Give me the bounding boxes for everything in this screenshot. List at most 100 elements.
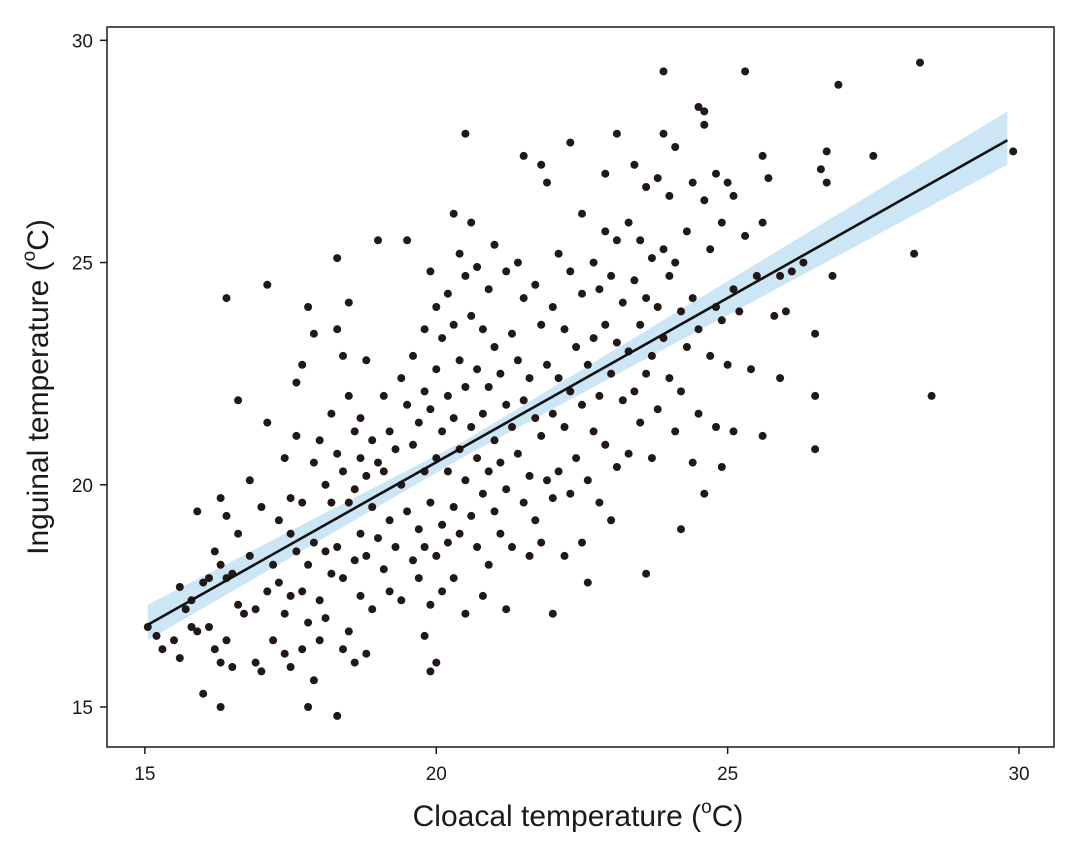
data-point: [758, 218, 767, 227]
data-point: [834, 80, 843, 89]
data-point: [455, 356, 464, 365]
data-point: [478, 409, 487, 418]
data-point: [473, 454, 482, 463]
data-point: [607, 516, 616, 525]
data-point: [362, 551, 371, 560]
data-point: [339, 574, 347, 583]
data-point: [525, 471, 534, 480]
data-point: [537, 320, 546, 329]
data-point: [513, 258, 522, 267]
data-point: [298, 587, 307, 596]
data-point: [671, 258, 680, 267]
data-point: [484, 467, 493, 476]
data-point: [671, 143, 680, 151]
x-tick-label: 25: [717, 764, 738, 785]
data-point: [362, 471, 371, 480]
data-point: [304, 618, 313, 627]
data-point: [257, 503, 266, 511]
data-point: [653, 174, 662, 183]
data-point: [344, 627, 353, 636]
data-point: [403, 507, 412, 516]
data-point: [910, 249, 919, 258]
data-point: [391, 543, 400, 551]
data-point: [205, 574, 213, 583]
data-point: [199, 689, 208, 698]
data-point: [222, 636, 231, 645]
data-point: [327, 569, 336, 578]
data-point: [578, 289, 586, 298]
data-point: [525, 551, 534, 560]
data-point: [327, 498, 336, 507]
data-point: [752, 271, 761, 280]
data-point: [496, 529, 505, 538]
data-points: [143, 58, 1018, 720]
data-point: [467, 218, 476, 227]
data-point: [729, 285, 738, 294]
data-point: [449, 320, 458, 329]
data-point: [781, 307, 790, 316]
data-point: [432, 551, 441, 560]
data-point: [677, 525, 685, 534]
data-point: [560, 423, 569, 431]
data-point: [566, 489, 575, 498]
data-point: [764, 174, 773, 183]
data-point: [548, 494, 557, 503]
data-point: [543, 476, 551, 485]
data-point: [193, 507, 202, 516]
data-point: [344, 498, 353, 507]
data-point: [816, 165, 825, 174]
data-point: [630, 160, 639, 169]
data-point: [688, 458, 697, 467]
data-point: [642, 294, 651, 303]
data-point: [612, 463, 621, 471]
data-point: [682, 343, 691, 351]
data-point: [712, 423, 720, 431]
data-point: [583, 476, 592, 485]
data-point: [502, 605, 511, 614]
data-point: [490, 240, 499, 249]
data-point: [280, 649, 289, 658]
data-point: [199, 578, 208, 587]
data-point: [543, 360, 551, 369]
data-point: [822, 147, 831, 156]
data-point: [916, 58, 924, 67]
data-point: [484, 383, 493, 391]
data-point: [583, 578, 592, 587]
data-point: [333, 449, 342, 458]
data-point: [426, 498, 435, 507]
data-point: [414, 525, 423, 534]
data-point: [700, 489, 709, 498]
data-point: [333, 543, 342, 551]
y-axis-title: Inguinal temperature (oC): [19, 219, 55, 555]
data-point: [478, 489, 487, 498]
data-point: [397, 596, 406, 605]
data-point: [216, 658, 225, 667]
data-point: [193, 627, 202, 636]
data-point: [286, 494, 295, 503]
data-point: [653, 405, 662, 414]
data-point: [508, 543, 516, 551]
data-point: [455, 529, 464, 538]
data-point: [671, 427, 680, 436]
data-point: [729, 427, 738, 436]
data-point: [350, 485, 359, 494]
data-point: [572, 454, 581, 463]
data-point: [368, 436, 377, 445]
data-point: [642, 569, 651, 578]
data-point: [438, 587, 447, 596]
data-point: [449, 209, 458, 218]
data-point: [356, 591, 365, 600]
data-point: [787, 267, 796, 276]
data-point: [811, 329, 820, 338]
data-point: [502, 485, 511, 494]
data-point: [222, 511, 231, 520]
data-point: [607, 369, 616, 378]
data-point: [222, 294, 231, 303]
data-point: [706, 245, 715, 254]
data-point: [461, 129, 470, 138]
data-point: [426, 267, 435, 276]
x-axis-title: Cloacal temperature (oC): [413, 797, 744, 833]
y-axis: 15 20 25 30: [72, 31, 107, 719]
confidence-band: [147, 111, 1008, 641]
data-point: [694, 103, 703, 111]
